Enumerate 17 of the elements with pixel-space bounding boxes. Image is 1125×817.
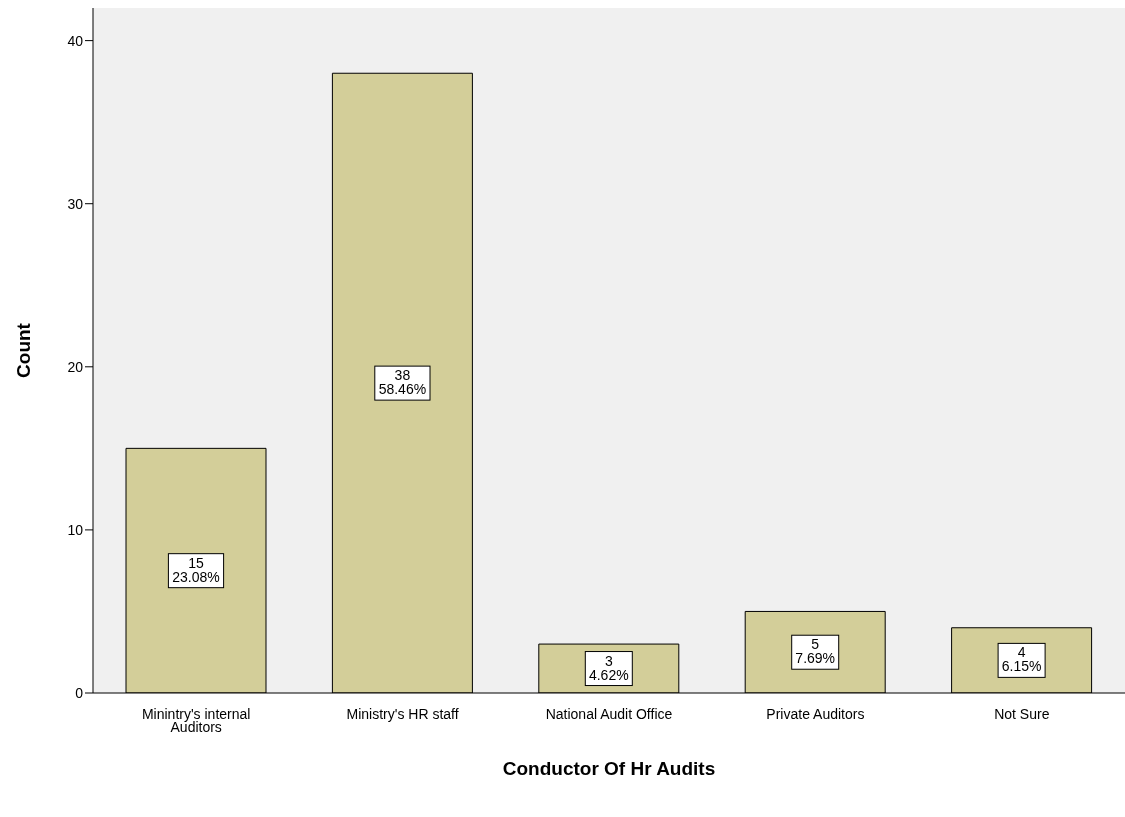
x-tick-label: Private Auditors	[766, 705, 865, 722]
data-label: 4 6.15%	[1001, 644, 1042, 675]
y-axis-title: Count	[12, 322, 34, 378]
y-tick-label: 30	[67, 195, 84, 212]
x-tick-label: Not Sure	[994, 705, 1050, 722]
data-label: 5 7.69%	[795, 636, 836, 667]
data-label: 38 58.46%	[378, 367, 427, 398]
data-label: 15 23.08%	[172, 554, 220, 585]
x-axis-title: Conductor Of Hr Audits	[502, 758, 716, 779]
x-tick-label: National Audit Office	[545, 705, 673, 722]
data-label: 3 4.62%	[588, 652, 629, 683]
x-tick-label: Minintry's internal Auditors	[141, 705, 251, 735]
y-tick-label: 20	[67, 358, 84, 375]
x-tick-label: Ministry's HR staff	[346, 705, 459, 722]
y-tick-label: 40	[67, 32, 84, 49]
y-tick-label: 10	[67, 521, 84, 538]
y-tick-label: 0	[75, 684, 84, 701]
